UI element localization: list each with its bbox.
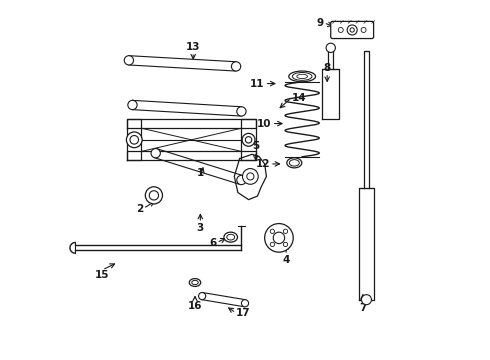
Polygon shape bbox=[154, 149, 243, 184]
Ellipse shape bbox=[189, 279, 201, 287]
Circle shape bbox=[283, 229, 288, 233]
Polygon shape bbox=[127, 119, 256, 128]
Text: 2: 2 bbox=[136, 203, 143, 213]
Ellipse shape bbox=[287, 158, 302, 168]
Text: 12: 12 bbox=[255, 159, 270, 169]
Text: 7: 7 bbox=[359, 303, 367, 313]
Text: 1: 1 bbox=[196, 168, 204, 178]
Circle shape bbox=[247, 173, 254, 180]
Circle shape bbox=[198, 293, 206, 300]
Ellipse shape bbox=[289, 159, 299, 166]
Text: 13: 13 bbox=[186, 42, 200, 52]
Circle shape bbox=[146, 187, 163, 204]
Polygon shape bbox=[322, 69, 339, 119]
FancyBboxPatch shape bbox=[331, 21, 373, 39]
Polygon shape bbox=[201, 293, 245, 307]
Text: 16: 16 bbox=[188, 301, 202, 311]
Circle shape bbox=[326, 43, 335, 53]
Circle shape bbox=[242, 300, 248, 307]
Ellipse shape bbox=[227, 234, 235, 240]
Text: 11: 11 bbox=[250, 78, 265, 89]
Circle shape bbox=[124, 56, 134, 65]
Text: 15: 15 bbox=[95, 270, 109, 280]
Text: 17: 17 bbox=[236, 308, 251, 318]
Polygon shape bbox=[234, 154, 267, 200]
Polygon shape bbox=[242, 119, 256, 160]
Circle shape bbox=[283, 242, 288, 247]
Ellipse shape bbox=[293, 72, 312, 80]
Circle shape bbox=[242, 134, 255, 146]
Ellipse shape bbox=[289, 71, 316, 82]
Circle shape bbox=[126, 132, 142, 148]
Circle shape bbox=[362, 295, 371, 305]
Text: 14: 14 bbox=[292, 93, 306, 103]
Polygon shape bbox=[328, 48, 333, 69]
Circle shape bbox=[151, 149, 160, 158]
Circle shape bbox=[265, 224, 293, 252]
Circle shape bbox=[347, 25, 357, 35]
Polygon shape bbox=[364, 51, 368, 188]
Text: 4: 4 bbox=[282, 255, 290, 265]
Circle shape bbox=[338, 27, 343, 32]
Circle shape bbox=[270, 242, 274, 247]
Text: 8: 8 bbox=[323, 63, 331, 73]
Circle shape bbox=[130, 135, 139, 144]
Circle shape bbox=[237, 175, 246, 185]
Circle shape bbox=[128, 100, 137, 110]
Circle shape bbox=[243, 168, 258, 184]
Polygon shape bbox=[132, 100, 242, 116]
Circle shape bbox=[361, 27, 366, 32]
Circle shape bbox=[245, 136, 252, 143]
Circle shape bbox=[350, 28, 354, 32]
Circle shape bbox=[273, 232, 285, 244]
Text: 9: 9 bbox=[317, 18, 323, 28]
Circle shape bbox=[237, 107, 246, 116]
Polygon shape bbox=[359, 188, 373, 300]
Polygon shape bbox=[127, 152, 256, 160]
Ellipse shape bbox=[192, 280, 198, 285]
Polygon shape bbox=[127, 119, 142, 160]
Ellipse shape bbox=[297, 74, 308, 78]
Text: 5: 5 bbox=[252, 141, 259, 152]
Text: 6: 6 bbox=[209, 238, 217, 248]
Text: 3: 3 bbox=[196, 223, 204, 233]
Text: 10: 10 bbox=[257, 118, 272, 129]
Circle shape bbox=[231, 62, 241, 71]
Circle shape bbox=[270, 229, 274, 233]
Circle shape bbox=[149, 191, 159, 200]
Polygon shape bbox=[129, 56, 236, 71]
Ellipse shape bbox=[224, 232, 238, 242]
